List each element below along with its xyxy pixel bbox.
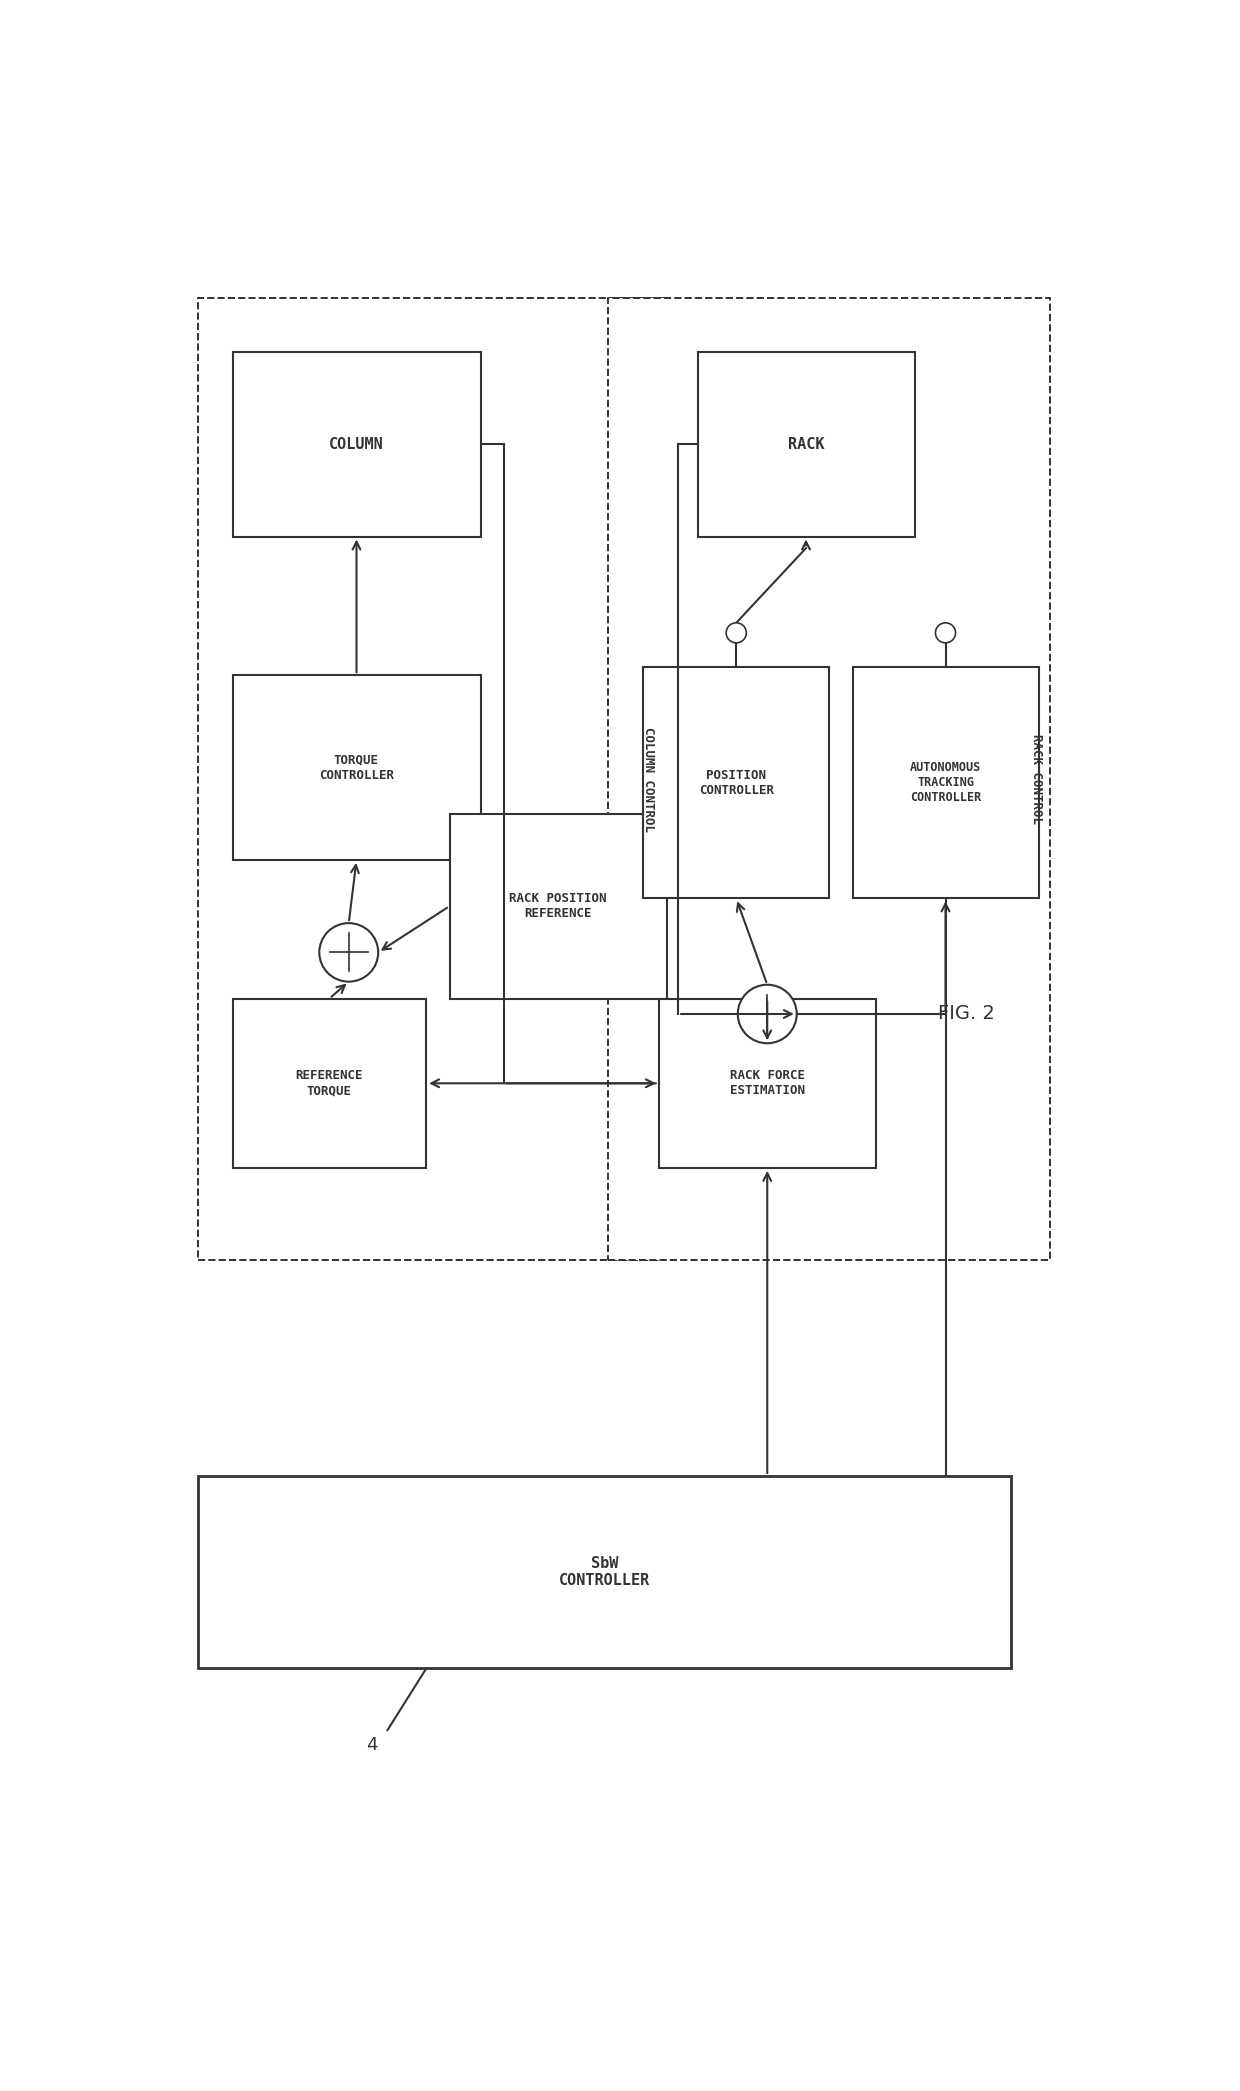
Text: RACK CONTROL: RACK CONTROL <box>1029 734 1043 824</box>
Circle shape <box>935 623 956 642</box>
Bar <box>233 675 481 859</box>
Text: RACK FORCE
ESTIMATION: RACK FORCE ESTIMATION <box>730 1069 805 1098</box>
Text: COLUMN CONTROL: COLUMN CONTROL <box>642 728 655 832</box>
Text: FIG. 2: FIG. 2 <box>937 1004 994 1022</box>
Bar <box>233 999 427 1169</box>
Circle shape <box>738 985 797 1043</box>
Text: POSITION
CONTROLLER: POSITION CONTROLLER <box>699 769 774 797</box>
Bar <box>449 813 667 999</box>
Circle shape <box>320 922 378 981</box>
Bar <box>197 1476 1012 1669</box>
Text: COLUMN: COLUMN <box>329 437 384 452</box>
Text: REFERENCE
TORQUE: REFERENCE TORQUE <box>295 1069 363 1098</box>
Text: RACK POSITION
REFERENCE: RACK POSITION REFERENCE <box>510 893 606 920</box>
Text: 4: 4 <box>366 1736 378 1754</box>
Bar <box>609 297 1050 1261</box>
Bar <box>658 999 875 1169</box>
Bar <box>197 297 662 1261</box>
Bar <box>644 667 830 899</box>
Text: SbW
CONTROLLER: SbW CONTROLLER <box>559 1556 650 1589</box>
Text: AUTONOMOUS
TRACKING
CONTROLLER: AUTONOMOUS TRACKING CONTROLLER <box>910 761 981 805</box>
Text: RACK: RACK <box>787 437 825 452</box>
Text: TORQUE
CONTROLLER: TORQUE CONTROLLER <box>319 753 394 782</box>
Bar <box>697 351 915 537</box>
Bar <box>853 667 1039 899</box>
Circle shape <box>727 623 746 642</box>
Bar <box>233 351 481 537</box>
